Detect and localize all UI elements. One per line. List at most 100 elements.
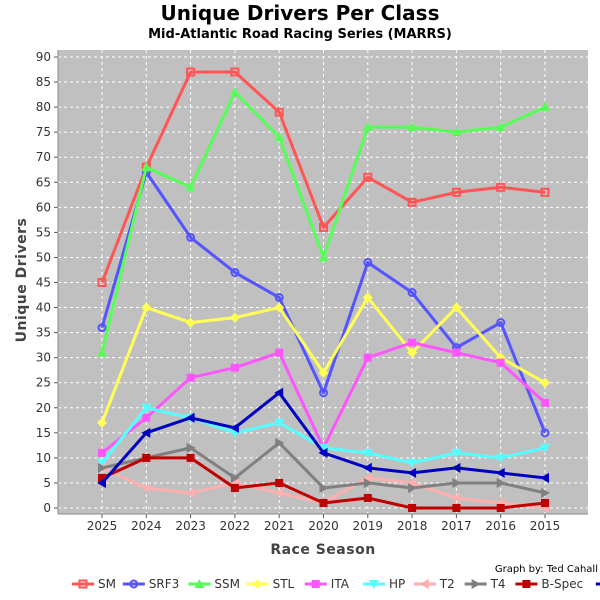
data-point-t2 xyxy=(451,492,461,503)
data-point-t4 xyxy=(275,437,285,448)
legend-item-srf3: SRF3 xyxy=(122,577,180,591)
data-point-t2 xyxy=(274,487,284,498)
data-point-ita xyxy=(142,413,151,422)
legend-label: HP xyxy=(389,577,405,591)
y-tick-label: 80 xyxy=(36,100,51,114)
data-point-t4 xyxy=(541,487,550,498)
data-point-hp xyxy=(141,403,152,413)
y-tick-label: 75 xyxy=(36,125,51,139)
legend-item-hp: HP xyxy=(363,577,405,591)
data-point-ita xyxy=(496,358,505,367)
data-point-srf3 xyxy=(230,267,240,277)
legend-item-ita: ITA xyxy=(304,577,350,591)
series-stl xyxy=(97,292,550,428)
data-point-ssm xyxy=(495,122,506,132)
y-tick-label: 40 xyxy=(36,301,51,315)
data-point-srf3 xyxy=(540,428,550,438)
data-point-sm xyxy=(496,182,506,192)
x-tick-label: 2022 xyxy=(220,519,251,533)
data-point-ita xyxy=(541,398,549,407)
y-tick-label: 55 xyxy=(36,225,51,239)
data-point-ssm xyxy=(274,132,285,142)
y-tick-label: 5 xyxy=(43,476,51,490)
data-point-hp xyxy=(362,448,373,458)
chart-title: Unique Drivers Per Class xyxy=(161,1,440,25)
legend-label: SRF3 xyxy=(149,577,180,591)
data-point-t2 xyxy=(185,487,195,498)
data-point-t2 xyxy=(407,477,417,488)
legend-item-as: AS xyxy=(595,582,600,586)
data-point-sm xyxy=(230,67,240,77)
x-tick-label: 2016 xyxy=(485,519,516,533)
data-point-as xyxy=(540,472,549,483)
data-point-srf3 xyxy=(186,232,196,242)
x-tick-label: 2025 xyxy=(87,519,118,533)
data-point-ssm xyxy=(362,122,373,132)
data-point-t4 xyxy=(452,477,462,488)
x-tick-label: 2021 xyxy=(264,519,295,533)
data-point-sm xyxy=(540,187,550,197)
y-tick-label: 20 xyxy=(36,401,51,415)
legend-item-sm: SM xyxy=(72,577,116,591)
data-point-hp xyxy=(407,458,418,468)
legend-swatch-marker xyxy=(419,579,429,589)
data-point-ita xyxy=(408,338,417,347)
x-tick-label: 2017 xyxy=(441,519,472,533)
y-tick-label: 45 xyxy=(36,276,51,290)
data-point-ita xyxy=(275,348,284,357)
data-point-stl xyxy=(451,302,462,313)
data-point-as xyxy=(407,467,417,478)
y-tick-label: 60 xyxy=(36,200,51,214)
data-point-sm xyxy=(274,107,284,117)
data-point-t4 xyxy=(319,482,329,493)
series-layer xyxy=(97,67,550,513)
data-point-sm xyxy=(451,187,461,197)
data-point-ita xyxy=(98,448,106,457)
data-point-b-spec xyxy=(452,504,461,512)
data-point-stl xyxy=(229,312,240,323)
data-point-hp xyxy=(495,453,506,463)
data-point-as xyxy=(229,422,239,433)
data-point-srf3 xyxy=(274,293,284,303)
data-point-t4 xyxy=(363,477,373,488)
series-b-spec xyxy=(98,453,549,512)
y-tick-label: 30 xyxy=(36,351,51,365)
data-point-as xyxy=(185,412,195,423)
data-point-ssm xyxy=(141,162,152,172)
data-point-srf3 xyxy=(407,288,417,298)
legend-swatch-marker xyxy=(78,579,88,589)
data-point-stl xyxy=(407,347,418,358)
y-tick-label: 65 xyxy=(36,175,51,189)
graph-credit: Graph by: Ted Cahall xyxy=(495,564,598,575)
data-point-b-spec xyxy=(363,493,372,502)
data-point-b-spec xyxy=(408,504,417,512)
data-point-t2 xyxy=(141,482,151,493)
legend-swatch-marker xyxy=(194,579,205,588)
data-point-srf3 xyxy=(97,323,107,333)
legend-label: SSM xyxy=(214,577,240,591)
legend-swatch-marker xyxy=(522,580,531,588)
y-tick-label: 15 xyxy=(36,426,51,440)
legend-swatch-marker xyxy=(471,579,481,589)
data-point-hp xyxy=(540,443,550,453)
data-point-hp xyxy=(97,458,107,468)
data-point-b-spec xyxy=(496,504,505,512)
data-point-sm xyxy=(186,67,196,77)
legend-label: SM xyxy=(98,577,116,591)
data-point-hp xyxy=(274,418,285,428)
legend-swatch-marker xyxy=(311,580,320,588)
legend-swatch-marker xyxy=(369,580,379,589)
data-point-as xyxy=(274,387,284,398)
data-point-ita xyxy=(452,348,461,357)
data-point-ita xyxy=(230,363,239,372)
axes: 0510152025303540455055606570758085902025… xyxy=(36,50,588,533)
data-point-as xyxy=(495,467,505,478)
data-point-t4 xyxy=(408,482,418,493)
data-point-stl xyxy=(97,417,107,428)
data-point-stl xyxy=(274,302,285,313)
x-tick-label: 2015 xyxy=(530,519,561,533)
data-point-stl xyxy=(362,292,373,303)
legend-item-b-spec: B-Spec xyxy=(515,577,583,591)
data-point-stl xyxy=(318,367,329,378)
